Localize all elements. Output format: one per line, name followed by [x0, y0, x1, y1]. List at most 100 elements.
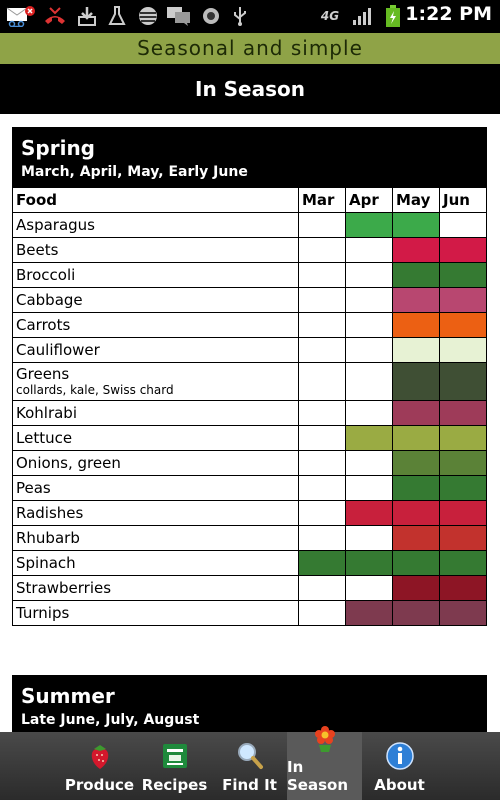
month-cell	[298, 575, 346, 601]
food-cell: Turnips	[12, 600, 299, 626]
month-cell	[298, 450, 346, 476]
food-name: Kohlrabi	[16, 404, 77, 422]
food-name: Radishes	[16, 504, 84, 522]
food-name: Greens	[16, 365, 70, 383]
food-cell: Asparagus	[12, 212, 299, 238]
column-header-food: Food	[12, 187, 299, 213]
month-cell	[392, 575, 440, 601]
food-cell: Onions, green	[12, 450, 299, 476]
month-cell	[439, 400, 487, 426]
month-cell	[439, 550, 487, 576]
table-header-row: Food Mar Apr May Jun	[12, 187, 487, 213]
nav-label: Recipes	[141, 776, 208, 794]
month-cell	[298, 425, 346, 451]
nav-about[interactable]: About	[362, 732, 437, 800]
month-cell	[439, 500, 487, 526]
chat-icon	[166, 4, 192, 28]
month-cell	[439, 425, 487, 451]
nav-produce[interactable]: Produce	[62, 732, 137, 800]
flask-icon	[106, 4, 128, 28]
att-icon	[136, 4, 160, 28]
month-cell	[298, 400, 346, 426]
month-cell	[392, 450, 440, 476]
table-row: Lettuce	[12, 425, 487, 451]
table-row: Spinach	[12, 550, 487, 576]
month-cell	[392, 525, 440, 551]
month-cell	[298, 212, 346, 238]
month-cell	[392, 425, 440, 451]
month-cell	[392, 600, 440, 626]
month-cell	[298, 262, 346, 288]
signal-icon	[350, 4, 374, 28]
food-name: Broccoli	[16, 266, 76, 284]
nav-find-it[interactable]: Find It	[212, 732, 287, 800]
month-cell	[439, 362, 487, 401]
recipe-box-icon	[160, 741, 190, 771]
month-cell	[345, 475, 393, 501]
month-cell	[345, 312, 393, 338]
food-name: Carrots	[16, 316, 71, 334]
food-cell: Carrots	[12, 312, 299, 338]
battery-charging-icon	[384, 4, 402, 28]
month-cell	[345, 500, 393, 526]
month-cell	[345, 525, 393, 551]
strawberry-icon	[85, 741, 115, 771]
column-header-jun: Jun	[439, 187, 487, 213]
food-cell: Cauliflower	[12, 337, 299, 363]
network-4g-icon: 4G	[320, 9, 340, 23]
usb-icon	[230, 4, 250, 28]
food-note: collards, kale, Swiss chard	[16, 383, 174, 397]
food-name: Beets	[16, 241, 59, 259]
season-list[interactable]: Spring March, April, May, Early June Foo…	[0, 114, 500, 732]
table-row: Kohlrabi	[12, 400, 487, 426]
month-cell	[439, 337, 487, 363]
column-header-apr: Apr	[345, 187, 393, 213]
month-cell	[345, 287, 393, 313]
table-row: Beets	[12, 237, 487, 263]
food-cell: Cabbage	[12, 287, 299, 313]
column-header-mar: Mar	[298, 187, 346, 213]
month-cell	[439, 237, 487, 263]
month-cell	[439, 450, 487, 476]
season-name: Spring	[21, 136, 95, 160]
season-summer: Summer Late June, July, August	[12, 675, 487, 732]
month-cell	[439, 262, 487, 288]
season-months: Late June, July, August	[21, 712, 200, 728]
nav-label: Find It	[222, 776, 277, 794]
month-cell	[298, 362, 346, 401]
month-cell	[392, 475, 440, 501]
food-cell: Radishes	[12, 500, 299, 526]
month-cell	[345, 337, 393, 363]
table-row: Rhubarb	[12, 525, 487, 551]
food-name: Onions, green	[16, 454, 121, 472]
month-cell	[392, 362, 440, 401]
month-cell	[439, 575, 487, 601]
season-table-body: Asparagus Beets Broccoli Cabbage Carrots Caul…	[12, 212, 487, 626]
nav-recipes[interactable]: Recipes	[137, 732, 212, 800]
table-row: Cabbage	[12, 287, 487, 313]
table-row: Greens collards, kale, Swiss chard	[12, 362, 487, 401]
month-cell	[392, 337, 440, 363]
season-months: March, April, May, Early June	[21, 164, 248, 180]
month-cell	[345, 362, 393, 401]
nav-in-season[interactable]: In Season	[287, 726, 362, 800]
food-cell: Broccoli	[12, 262, 299, 288]
food-cell: Lettuce	[12, 425, 299, 451]
table-row: Radishes	[12, 500, 487, 526]
food-cell: Spinach	[12, 550, 299, 576]
month-cell	[439, 475, 487, 501]
season-header: Summer Late June, July, August	[12, 675, 487, 732]
food-name: Cauliflower	[16, 341, 100, 359]
month-cell	[392, 237, 440, 263]
month-cell	[298, 237, 346, 263]
month-cell	[392, 550, 440, 576]
table-row: Asparagus	[12, 212, 487, 238]
food-name: Spinach	[16, 554, 76, 572]
season-name: Summer	[21, 684, 115, 708]
food-cell: Peas	[12, 475, 299, 501]
food-cell: Rhubarb	[12, 525, 299, 551]
month-cell	[392, 287, 440, 313]
magnifier-icon	[235, 741, 265, 771]
food-cell: Kohlrabi	[12, 400, 299, 426]
table-row: Strawberries	[12, 575, 487, 601]
